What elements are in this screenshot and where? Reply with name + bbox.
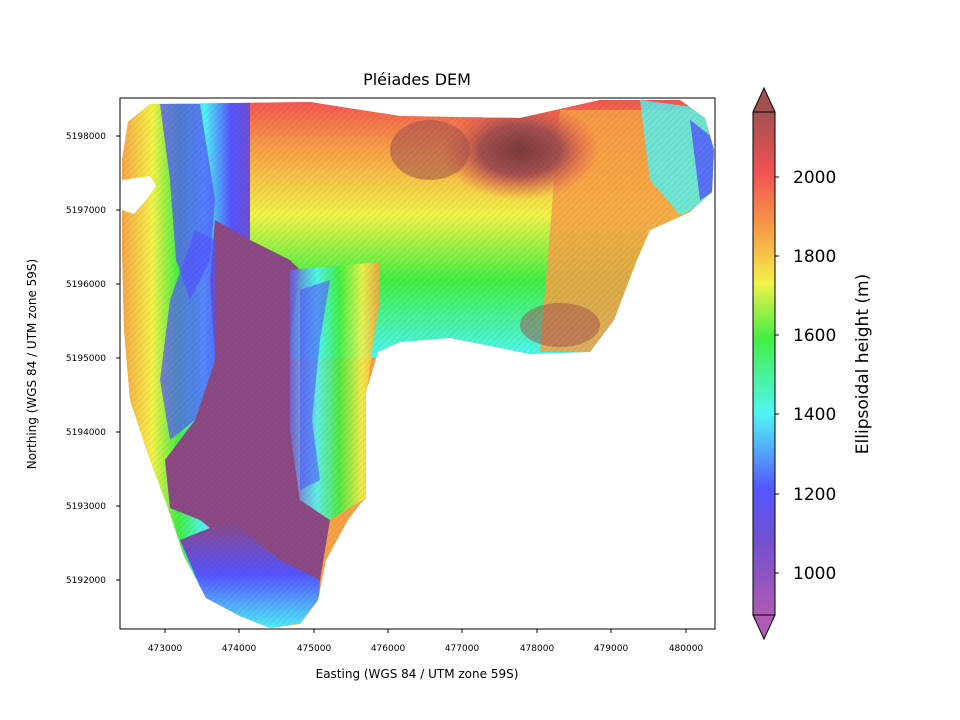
x-tick: 477000 [445,629,480,654]
colorbar-tick-label: 1800 [793,247,836,267]
colorbar-tick: 1800 [775,247,836,267]
y-tick-label: 5195000 [66,354,106,364]
colorbar: 1000 1200 1400 1600 1800 2000 Ellipsoida… [752,86,873,641]
x-axis: 473000 474000 475000 476000 477000 47800… [148,629,704,654]
colorbar-tick: 1000 [775,564,836,584]
chart-title: Pléiades DEM [363,70,471,89]
colorbar-gradient [752,111,776,616]
x-tick: 475000 [297,629,332,654]
no-data-patch [122,176,156,214]
x-tick-label: 480000 [669,644,704,654]
y-axis-label: Northing (WGS 84 / UTM zone 59S) [25,259,39,469]
x-tick-label: 474000 [222,644,257,654]
y-tick: 5193000 [66,502,120,512]
x-tick: 480000 [669,629,704,654]
dem-raster [122,100,714,628]
x-tick: 476000 [371,629,406,654]
x-tick: 473000 [148,629,183,654]
colorbar-tick-label: 1400 [793,405,836,425]
x-tick: 474000 [222,629,257,654]
x-axis-label: Easting (WGS 84 / UTM zone 59S) [316,667,519,681]
axes-frame [119,97,716,630]
colorbar-tick-label: 1200 [793,485,836,505]
x-tick-label: 475000 [297,644,332,654]
colorbar-bottom-extend [752,614,776,641]
colorbar-tick: 1600 [775,326,836,346]
x-tick-label: 473000 [148,644,183,654]
colorbar-tick-label: 1000 [793,564,836,584]
colorbar-top-extend [752,86,776,113]
x-tick-label: 476000 [371,644,406,654]
y-tick: 5195000 [66,354,120,364]
y-tick-label: 5198000 [66,132,106,142]
x-tick-label: 477000 [445,644,480,654]
y-tick: 5196000 [66,280,120,290]
colorbar-label: Ellipsoidal height (m) [853,274,873,454]
y-tick-label: 5193000 [66,502,106,512]
y-tick: 5197000 [66,206,120,216]
x-tick: 478000 [520,629,555,654]
colorbar-tick-label: 1600 [793,326,836,346]
colorbar-tick-label: 2000 [793,168,836,188]
y-tick-label: 5197000 [66,206,106,216]
y-tick-label: 5194000 [66,428,106,438]
colorbar-tick: 1400 [775,405,836,425]
x-tick-label: 479000 [594,644,629,654]
y-axis: 5192000 5193000 5194000 5195000 5196000 … [66,132,120,586]
colorbar-tick: 1200 [775,485,836,505]
y-tick-label: 5196000 [66,280,106,290]
colorbar-tick: 2000 [775,168,836,188]
y-tick: 5198000 [66,132,120,142]
y-tick: 5192000 [66,576,120,586]
y-tick-label: 5192000 [66,576,106,586]
x-tick-label: 478000 [520,644,555,654]
x-tick: 479000 [594,629,629,654]
y-tick: 5194000 [66,428,120,438]
